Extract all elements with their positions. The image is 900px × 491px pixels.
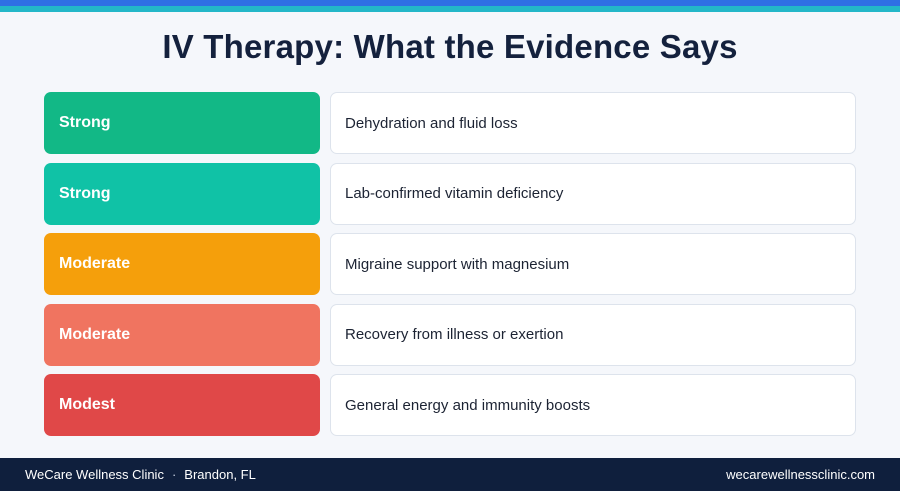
evidence-level-badge: Moderate bbox=[44, 303, 320, 366]
top-accent-stripe bbox=[0, 0, 900, 12]
footer-clinic-name: WeCare Wellness Clinic bbox=[25, 467, 164, 482]
evidence-row: Moderate Migraine support with magnesium bbox=[44, 233, 856, 295]
footer-bar: WeCare Wellness Clinic · Brandon, FL wecar… bbox=[0, 458, 900, 491]
evidence-level-badge: Strong bbox=[44, 162, 320, 225]
evidence-description: Lab-confirmed vitamin deficiency bbox=[330, 162, 856, 225]
footer-clinic-info: WeCare Wellness Clinic · Brandon, FL bbox=[25, 467, 256, 482]
evidence-description: Migraine support with magnesium bbox=[330, 233, 856, 295]
evidence-level-badge: Strong bbox=[44, 92, 320, 154]
footer-location: Brandon, FL bbox=[184, 467, 256, 482]
footer-website-link[interactable]: wecarewellnessclinic.com bbox=[726, 467, 875, 482]
evidence-level-badge: Moderate bbox=[44, 233, 320, 295]
footer-separator: · bbox=[171, 467, 177, 482]
evidence-row: Moderate Recovery from illness or exerti… bbox=[44, 303, 856, 366]
evidence-level-badge: Modest bbox=[44, 374, 320, 436]
evidence-row: Strong Lab-confirmed vitamin deficiency bbox=[44, 162, 856, 225]
evidence-description: Dehydration and fluid loss bbox=[330, 92, 856, 154]
evidence-row: Modest General energy and immunity boost… bbox=[44, 374, 856, 436]
evidence-list: Strong Dehydration and fluid loss Strong… bbox=[44, 92, 856, 445]
page-title: IV Therapy: What the Evidence Says bbox=[162, 28, 738, 65]
evidence-row: Strong Dehydration and fluid loss bbox=[44, 92, 856, 154]
evidence-description: General energy and immunity boosts bbox=[330, 374, 856, 436]
evidence-description: Recovery from illness or exertion bbox=[330, 303, 856, 366]
